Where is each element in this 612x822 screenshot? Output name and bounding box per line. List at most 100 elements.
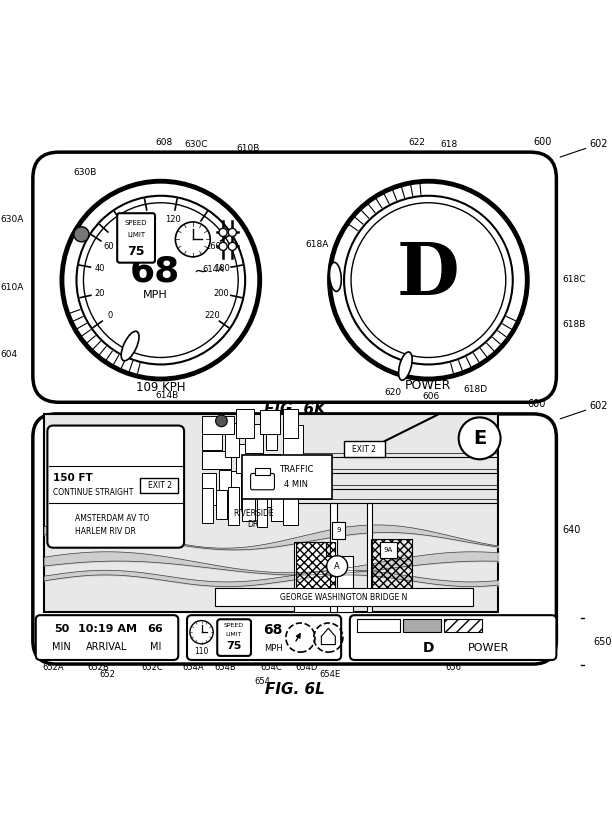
Bar (283, 426, 304, 457)
Bar (201, 427, 222, 450)
Text: 656: 656 (445, 663, 461, 672)
Circle shape (344, 196, 513, 364)
Bar (289, 446, 304, 469)
Text: E: E (473, 429, 486, 448)
Text: 220: 220 (204, 312, 220, 321)
Text: 602: 602 (589, 139, 608, 149)
Bar (283, 484, 297, 524)
Circle shape (215, 415, 227, 427)
Text: 654C: 654C (261, 663, 282, 672)
Bar (332, 522, 345, 538)
Text: ARRIVAL: ARRIVAL (86, 643, 128, 653)
Text: D: D (423, 641, 434, 655)
Text: 200: 200 (214, 289, 230, 298)
Text: 0: 0 (107, 312, 113, 321)
Circle shape (228, 229, 236, 237)
Text: 652C: 652C (142, 663, 163, 672)
Bar (245, 471, 258, 497)
Bar (141, 478, 178, 492)
Text: 614B: 614B (155, 390, 178, 399)
Bar (201, 487, 213, 523)
Bar (231, 471, 241, 509)
Bar (266, 427, 277, 450)
Circle shape (76, 196, 245, 364)
Text: EXIT 2: EXIT 2 (147, 481, 171, 490)
Bar (444, 620, 482, 632)
Text: 608: 608 (155, 137, 173, 146)
Bar (259, 410, 280, 434)
Bar (271, 486, 283, 520)
Text: 68: 68 (263, 622, 283, 636)
Bar (215, 589, 473, 606)
Text: 9A: 9A (384, 547, 393, 553)
Text: 654E: 654E (319, 670, 340, 679)
Text: A: A (334, 561, 340, 570)
Text: 60: 60 (103, 242, 114, 251)
Text: 652A: 652A (42, 663, 64, 672)
Text: MPH: MPH (143, 289, 167, 300)
Text: EXIT 2: EXIT 2 (353, 445, 376, 454)
Text: 150 FT: 150 FT (53, 473, 93, 483)
Text: 618: 618 (440, 141, 457, 150)
FancyBboxPatch shape (35, 615, 178, 660)
Text: RIVERSIDE
DR: RIVERSIDE DR (233, 509, 274, 529)
Text: 160: 160 (205, 242, 221, 251)
Bar (255, 469, 270, 475)
Text: 640: 640 (562, 525, 581, 535)
Text: 610A: 610A (1, 283, 24, 292)
Circle shape (74, 227, 89, 242)
Ellipse shape (329, 262, 341, 291)
Bar (225, 423, 239, 457)
Text: 622: 622 (408, 137, 425, 146)
Text: POWER: POWER (405, 380, 452, 392)
Bar (216, 490, 226, 519)
Bar (330, 503, 337, 612)
Bar (201, 473, 216, 505)
Text: 654D: 654D (295, 663, 318, 672)
Bar (245, 424, 263, 454)
Circle shape (458, 418, 501, 459)
Text: 606: 606 (423, 392, 440, 401)
Bar (344, 441, 385, 457)
Text: 600: 600 (528, 399, 546, 409)
Text: 75: 75 (127, 245, 145, 258)
Text: 120: 120 (165, 215, 181, 224)
Text: 604: 604 (1, 350, 18, 359)
Text: AMSTERDAM AV TO: AMSTERDAM AV TO (75, 514, 149, 523)
Ellipse shape (398, 352, 412, 381)
Ellipse shape (121, 331, 139, 361)
Text: 140: 140 (188, 224, 204, 233)
Bar (259, 472, 274, 507)
Bar (371, 538, 412, 602)
Text: 618C: 618C (562, 275, 586, 284)
Text: TRAFFIC: TRAFFIC (279, 464, 313, 473)
Bar (257, 486, 267, 527)
Text: CONTINUE STRAIGHT: CONTINUE STRAIGHT (53, 488, 133, 497)
Text: MI: MI (150, 643, 161, 653)
Text: 610B: 610B (236, 144, 260, 153)
Text: 180: 180 (214, 265, 230, 274)
Bar (357, 620, 400, 632)
Text: 614A: 614A (203, 266, 225, 275)
Text: 75: 75 (226, 641, 242, 651)
Text: LIMIT: LIMIT (127, 233, 145, 238)
Text: 618A: 618A (305, 240, 329, 249)
Text: 652: 652 (99, 670, 115, 679)
Text: 100: 100 (141, 215, 157, 224)
Bar (277, 455, 289, 493)
FancyBboxPatch shape (187, 615, 341, 660)
Circle shape (327, 556, 348, 577)
FancyBboxPatch shape (217, 619, 251, 656)
Text: 50: 50 (54, 624, 69, 634)
Bar (242, 489, 255, 520)
Bar (201, 450, 231, 469)
FancyBboxPatch shape (117, 213, 155, 263)
Text: 40: 40 (94, 265, 105, 274)
Polygon shape (294, 543, 353, 612)
Text: 652B: 652B (88, 663, 110, 672)
FancyBboxPatch shape (33, 152, 556, 402)
Bar (236, 409, 254, 437)
Circle shape (219, 229, 227, 237)
Circle shape (176, 222, 211, 256)
FancyBboxPatch shape (250, 473, 274, 490)
